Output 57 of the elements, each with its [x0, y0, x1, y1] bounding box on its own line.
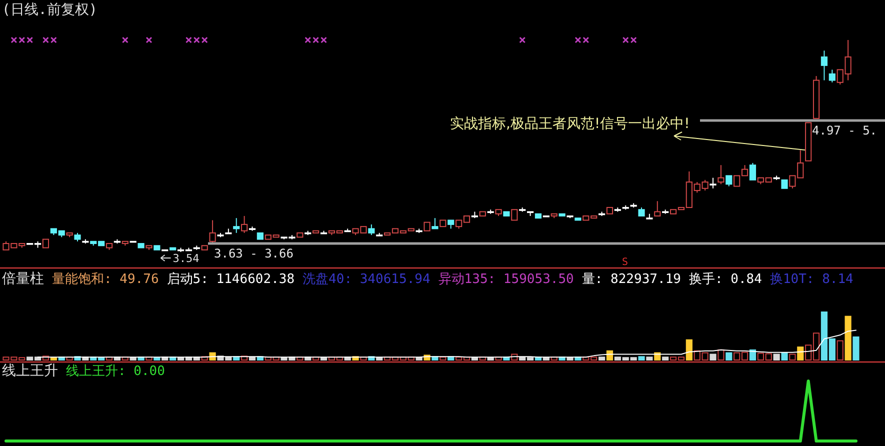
bar	[662, 356, 669, 360]
candlestick	[726, 175, 732, 187]
candlestick	[718, 164, 724, 185]
chart-title: 倍量柱	[2, 271, 44, 287]
bar	[154, 357, 160, 360]
candlestick	[749, 162, 756, 180]
bar	[130, 357, 136, 360]
text: 异动135: 159053.50	[438, 272, 574, 287]
bar	[542, 357, 550, 360]
bar	[646, 356, 653, 360]
candlestick	[654, 200, 661, 216]
chart-title: 线上王升	[2, 363, 58, 379]
bar	[487, 357, 494, 360]
bar	[844, 316, 852, 360]
text: 换10T: 8.14	[770, 272, 854, 287]
bar	[248, 356, 256, 360]
bar	[638, 356, 645, 360]
candlestick	[241, 215, 248, 234]
bar	[416, 357, 422, 360]
text: 启动5: 1146602.38	[166, 271, 295, 287]
text: 洗盘40: 340615.94	[302, 272, 430, 287]
chart-title: (日线.前复权)	[2, 2, 98, 18]
bar	[781, 352, 788, 360]
bar	[749, 349, 756, 360]
bar	[710, 354, 716, 360]
bar	[686, 339, 692, 360]
annotation: 4.97 - 5.	[812, 124, 878, 138]
candlestick	[710, 177, 716, 189]
candlestick	[432, 218, 438, 230]
candlestick	[828, 69, 836, 83]
annotation: 3.63 - 3.66	[214, 246, 294, 261]
bar	[50, 357, 57, 360]
text: 量: 822937.19	[582, 272, 681, 287]
text: S	[622, 257, 628, 268]
annotation: 实战指标,极品王者风范!信号一出必中!	[450, 116, 690, 132]
candlestick	[511, 209, 518, 221]
bar	[320, 357, 328, 360]
bar	[836, 340, 844, 360]
bar	[852, 336, 860, 360]
bar	[440, 356, 446, 360]
candlestick	[209, 220, 216, 244]
bar	[376, 357, 383, 360]
text: 量能饱和: 49.76	[52, 272, 159, 287]
candlestick	[820, 50, 828, 81]
candlestick	[233, 218, 240, 234]
annotation: 3.54	[172, 252, 200, 265]
bar	[726, 352, 732, 360]
bar	[773, 354, 780, 360]
candlestick	[368, 224, 375, 236]
bar	[718, 349, 724, 360]
bar	[797, 346, 804, 360]
bar	[789, 354, 796, 360]
text: 换手: 0.84	[688, 272, 762, 287]
bar	[566, 357, 574, 360]
bar	[598, 356, 606, 360]
text: 线上王升: 0.00	[66, 364, 165, 379]
bar	[471, 357, 478, 360]
